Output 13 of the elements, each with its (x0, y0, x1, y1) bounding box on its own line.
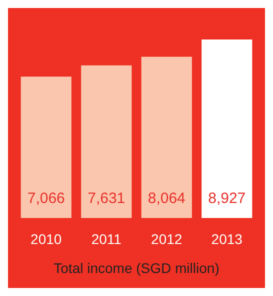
bar (202, 39, 252, 218)
data-label: 7,066 (27, 190, 65, 207)
x-tick-label: 2010 (30, 231, 62, 247)
x-tick-label: 2013 (211, 231, 243, 247)
x-tick-label: 2011 (91, 231, 122, 247)
data-label: 8,064 (148, 190, 186, 207)
bar (20, 76, 72, 218)
bar (81, 65, 132, 218)
x-tick-label: 2012 (151, 231, 182, 247)
bar (141, 56, 192, 218)
text: Total income (SGD million) (54, 260, 220, 276)
data-label: 7,631 (88, 190, 126, 207)
data-label: 8,927 (208, 190, 246, 207)
